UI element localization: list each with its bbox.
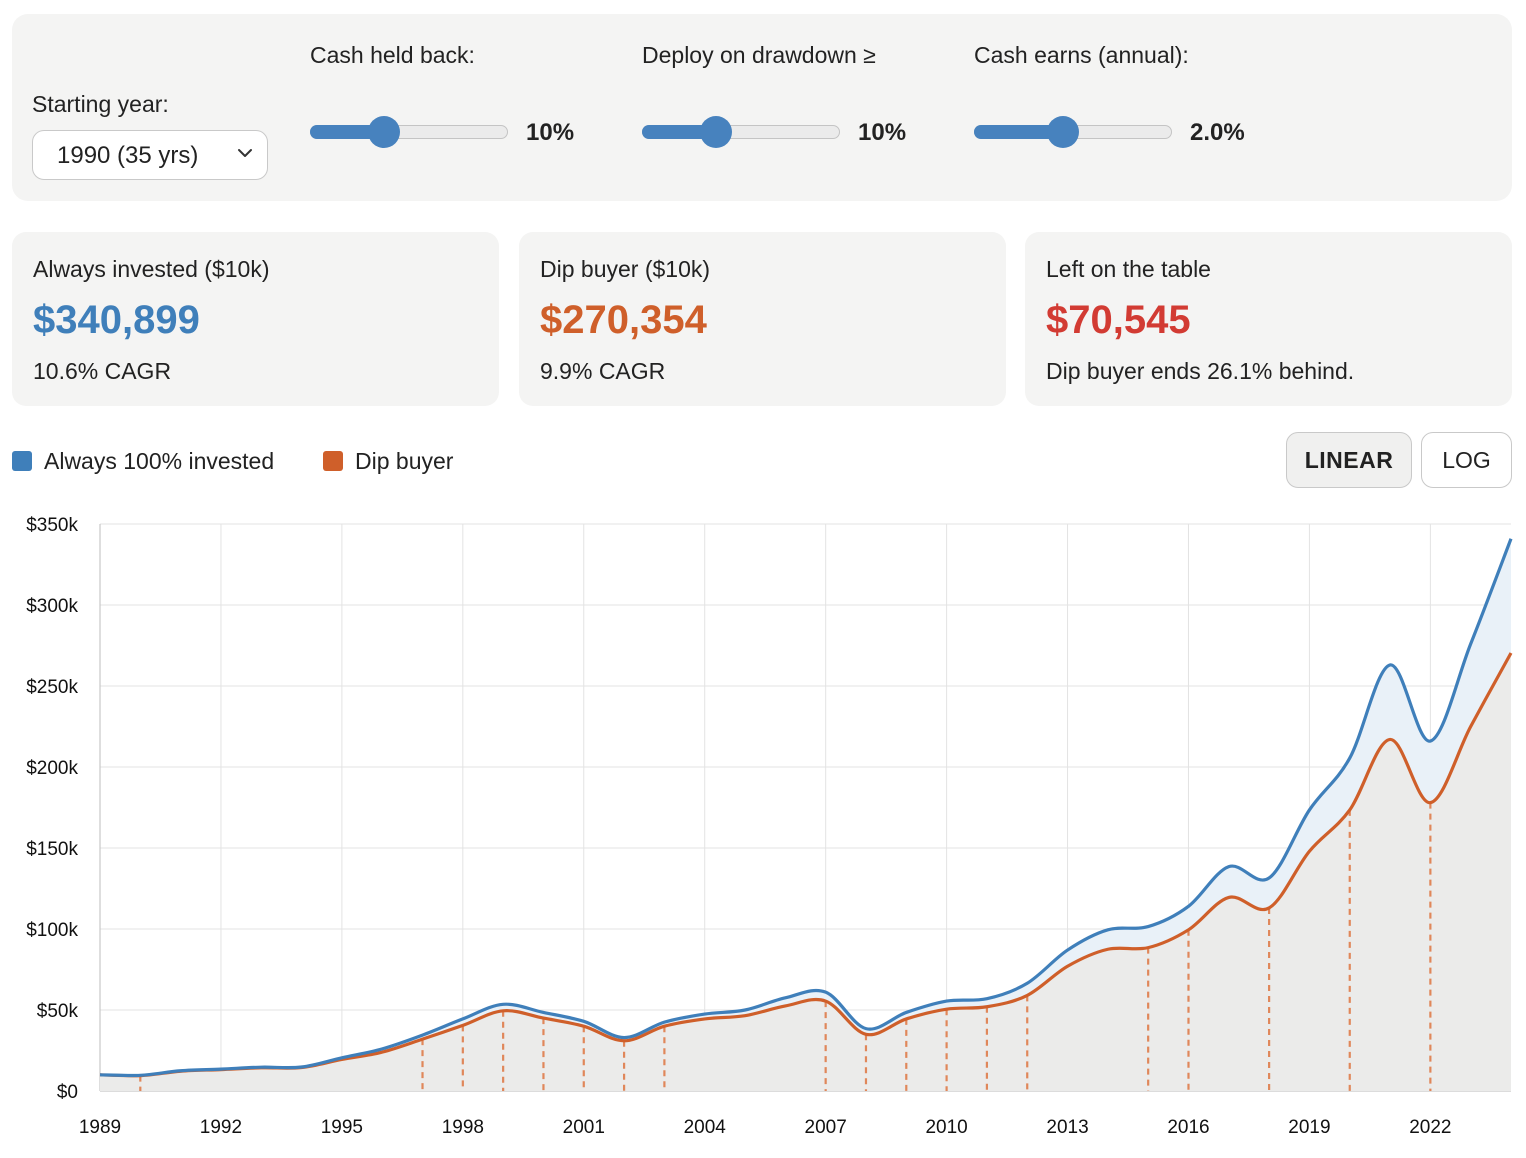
chevron-down-icon [238,149,252,157]
x-tick-label: 2010 [925,1117,967,1138]
x-tick-label: 2004 [684,1117,727,1138]
legend-swatch [323,451,343,471]
card-label: Left on the table [1046,256,1211,282]
always-invested-card: Always invested ($10k) $340,899 10.6% CA… [12,232,499,406]
y-tick-label: $150k [26,839,78,860]
x-tick-label: 1989 [79,1117,121,1138]
x-tick-label: 2013 [1046,1117,1088,1138]
growth-chart: $0 $50k $100k $150k $200k $250k $300k $350k 1989… [26,515,1513,1138]
slider-thumb[interactable] [368,116,401,148]
x-tick-label: 1992 [200,1117,242,1138]
linear-scale-button[interactable]: LINEAR [1286,432,1412,488]
legend-always-invested: Always 100% invested [12,448,274,475]
x-tick-label: 2022 [1409,1117,1451,1138]
card-label: Always invested ($10k) [33,256,270,282]
slider-thumb[interactable] [1047,116,1080,148]
card-value: $70,545 [1046,298,1191,342]
controls-panel: Starting year: 1990 (35 yrs) Cash held b… [12,14,1512,201]
gap-band [100,538,1511,1076]
series-line-always-invested [99,538,1513,1078]
slider-thumb[interactable] [700,116,733,148]
y-tick-label: $200k [26,758,78,779]
x-tick-label: 2019 [1288,1117,1330,1138]
card-sub: 9.9% CAGR [540,358,666,384]
y-tick-label: $50k [37,1001,79,1022]
card-sub: 10.6% CAGR [33,358,172,384]
card-label: Dip buyer ($10k) [540,256,711,282]
slider-fill [974,125,1064,139]
dip-buyer-area [100,653,1511,1091]
deploy-on-drawdown-label: Deploy on drawdown ≥ [642,42,876,68]
x-tick-label: 2001 [563,1117,605,1138]
y-tick-label: $100k [26,920,78,941]
deploy-on-drawdown-slider[interactable] [642,116,840,148]
cash-earns-value: 2.0% [1190,119,1245,146]
legend-swatch [12,451,32,471]
cash-held-back-label: Cash held back: [310,42,475,68]
log-scale-button[interactable]: LOG [1421,432,1512,488]
legend-dip-buyer: Dip buyer [323,448,453,475]
legend-label: Dip buyer [355,448,454,474]
dip-buyer-card: Dip buyer ($10k) $270,354 9.9% CAGR [519,232,1006,406]
legend-label: Always 100% invested [44,448,275,474]
y-tick-label: $350k [26,515,78,536]
card-value: $340,899 [33,298,200,342]
cash-held-back-value: 10% [526,119,575,146]
starting-year-select[interactable]: 1990 (35 yrs) [32,130,268,180]
left-on-table-card: Left on the table $70,545 Dip buyer ends… [1025,232,1512,406]
starting-year-label: Starting year: [32,91,169,117]
y-tick-label: $250k [26,677,78,698]
slider-fill [642,125,717,139]
y-tick-label: $300k [26,596,78,617]
slider-fill [310,125,385,139]
x-tick-label: 2016 [1167,1117,1209,1138]
x-tick-label: 1995 [321,1117,363,1138]
card-sub: Dip buyer ends 26.1% behind. [1046,358,1355,384]
x-tick-label: 1998 [442,1117,484,1138]
card-value: $270,354 [540,298,707,342]
starting-year-value: 1990 (35 yrs) [57,142,199,169]
y-tick-label: $0 [57,1082,78,1103]
deploy-on-drawdown-value: 10% [858,119,907,146]
cash-earns-label: Cash earns (annual): [974,42,1189,68]
cash-held-back-slider[interactable] [310,116,508,148]
cash-earns-slider[interactable] [974,116,1172,148]
x-tick-label: 2007 [805,1117,847,1138]
